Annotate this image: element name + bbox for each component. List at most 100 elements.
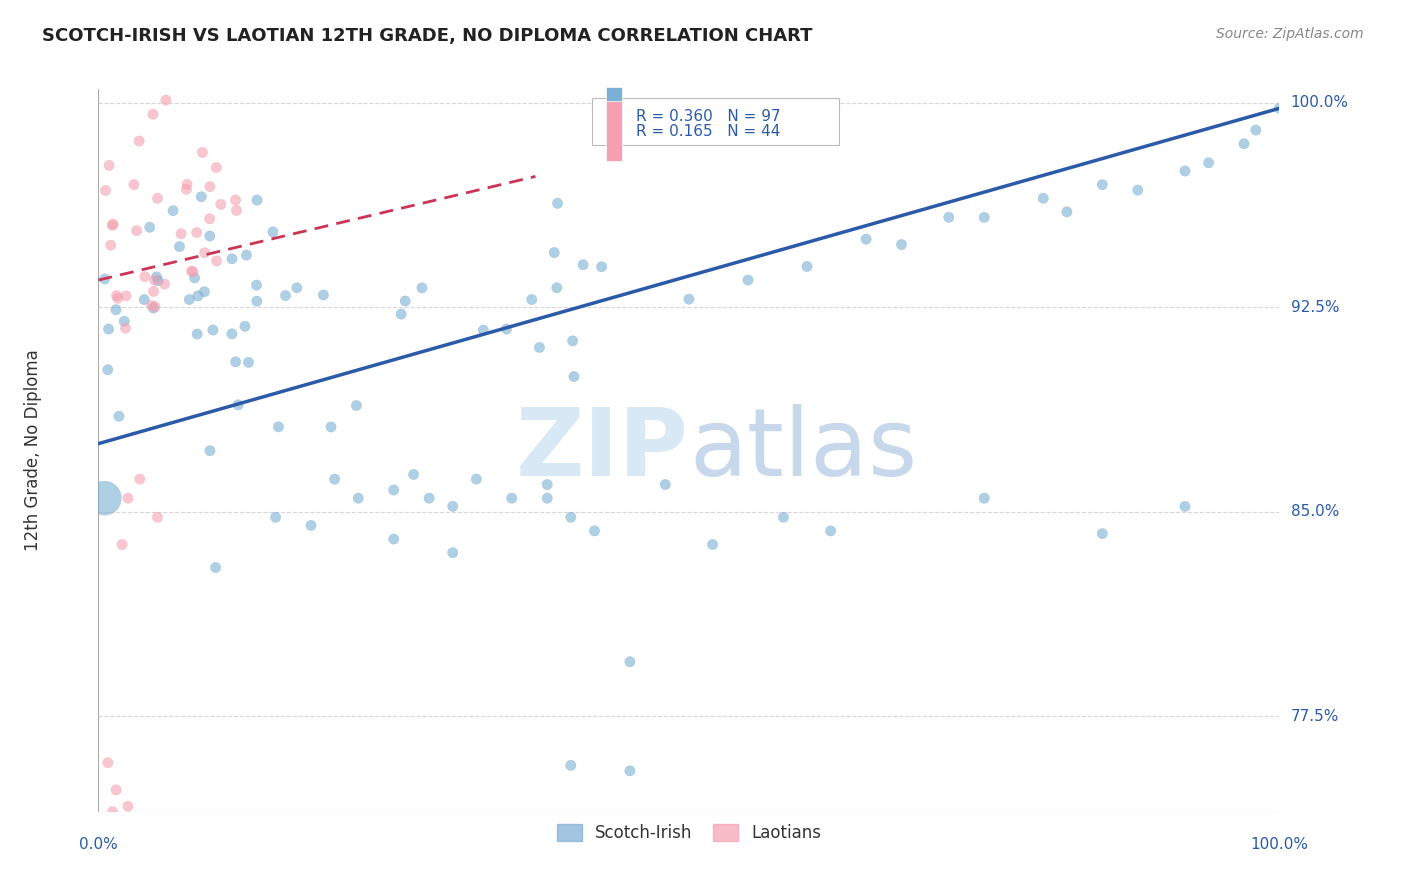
Point	[591, 260, 613, 274]
Point	[411, 281, 433, 295]
Point	[186, 226, 208, 240]
Point	[190, 190, 212, 204]
Point	[245, 278, 267, 293]
Point	[938, 211, 960, 225]
Point	[1174, 164, 1197, 178]
Point	[346, 399, 368, 413]
Point	[100, 238, 122, 252]
Point	[323, 472, 346, 486]
FancyBboxPatch shape	[592, 98, 839, 145]
Point	[299, 518, 322, 533]
Point	[1091, 526, 1114, 541]
Point	[134, 269, 156, 284]
Point	[238, 355, 260, 369]
Point	[176, 182, 198, 196]
Point	[233, 319, 256, 334]
Point	[191, 145, 214, 160]
Point	[198, 443, 221, 458]
Point	[142, 107, 165, 121]
Point	[973, 491, 995, 505]
Text: 92.5%: 92.5%	[1291, 300, 1339, 315]
Point	[142, 285, 165, 299]
Point	[561, 334, 583, 348]
Point	[772, 510, 794, 524]
Point	[105, 302, 128, 317]
Point	[246, 193, 269, 207]
Point	[312, 288, 335, 302]
Point	[1198, 156, 1220, 170]
Point	[472, 323, 495, 337]
Point	[143, 300, 166, 314]
Point	[193, 285, 215, 299]
Point	[737, 273, 759, 287]
Point	[198, 211, 221, 226]
Point	[221, 326, 243, 341]
Point	[108, 409, 131, 424]
Point	[198, 229, 221, 244]
Point	[246, 294, 269, 309]
Point	[142, 301, 165, 315]
Point	[107, 291, 129, 305]
Point	[654, 477, 676, 491]
Point	[146, 191, 169, 205]
Point	[205, 161, 228, 175]
Point	[560, 758, 582, 772]
Point	[170, 227, 193, 241]
Point	[619, 655, 641, 669]
Point	[114, 321, 136, 335]
Point	[128, 134, 150, 148]
Point	[465, 472, 488, 486]
Point	[274, 288, 297, 302]
Point	[1056, 205, 1078, 219]
Point	[1233, 136, 1256, 151]
Point	[111, 537, 134, 551]
Point	[1032, 191, 1054, 205]
Point	[138, 220, 160, 235]
FancyBboxPatch shape	[606, 101, 621, 161]
Point	[117, 799, 139, 814]
Point	[543, 245, 565, 260]
Text: Source: ZipAtlas.com: Source: ZipAtlas.com	[1216, 27, 1364, 41]
Point	[186, 326, 208, 341]
Point	[198, 179, 221, 194]
Point	[98, 158, 121, 172]
Text: 100.0%: 100.0%	[1250, 837, 1309, 852]
Point	[169, 239, 191, 253]
Point	[572, 258, 595, 272]
Point	[890, 237, 912, 252]
Point	[205, 254, 228, 268]
Point	[179, 293, 201, 307]
FancyBboxPatch shape	[606, 87, 621, 146]
Point	[520, 293, 543, 307]
Point	[1244, 123, 1267, 137]
Point	[146, 274, 169, 288]
Point	[1268, 101, 1291, 115]
Point	[115, 289, 138, 303]
Point	[101, 217, 124, 231]
Point	[225, 203, 247, 218]
Point	[204, 560, 226, 574]
Point	[101, 805, 124, 819]
Point	[146, 510, 169, 524]
Point	[226, 398, 249, 412]
Point	[105, 783, 128, 797]
Point	[583, 524, 606, 538]
Point	[143, 273, 166, 287]
Point	[176, 178, 198, 192]
Point	[402, 467, 425, 482]
Point	[619, 764, 641, 778]
Text: R = 0.165   N = 44: R = 0.165 N = 44	[636, 124, 780, 138]
Point	[1091, 178, 1114, 192]
Point	[1174, 500, 1197, 514]
Point	[201, 323, 224, 337]
Point	[820, 524, 842, 538]
Text: 85.0%: 85.0%	[1291, 504, 1339, 519]
Point	[145, 269, 167, 284]
Point	[93, 491, 115, 505]
Point	[97, 756, 120, 770]
Point	[97, 322, 120, 336]
Text: 0.0%: 0.0%	[79, 837, 118, 852]
Point	[441, 546, 464, 560]
Point	[382, 532, 405, 546]
Point	[224, 193, 246, 207]
